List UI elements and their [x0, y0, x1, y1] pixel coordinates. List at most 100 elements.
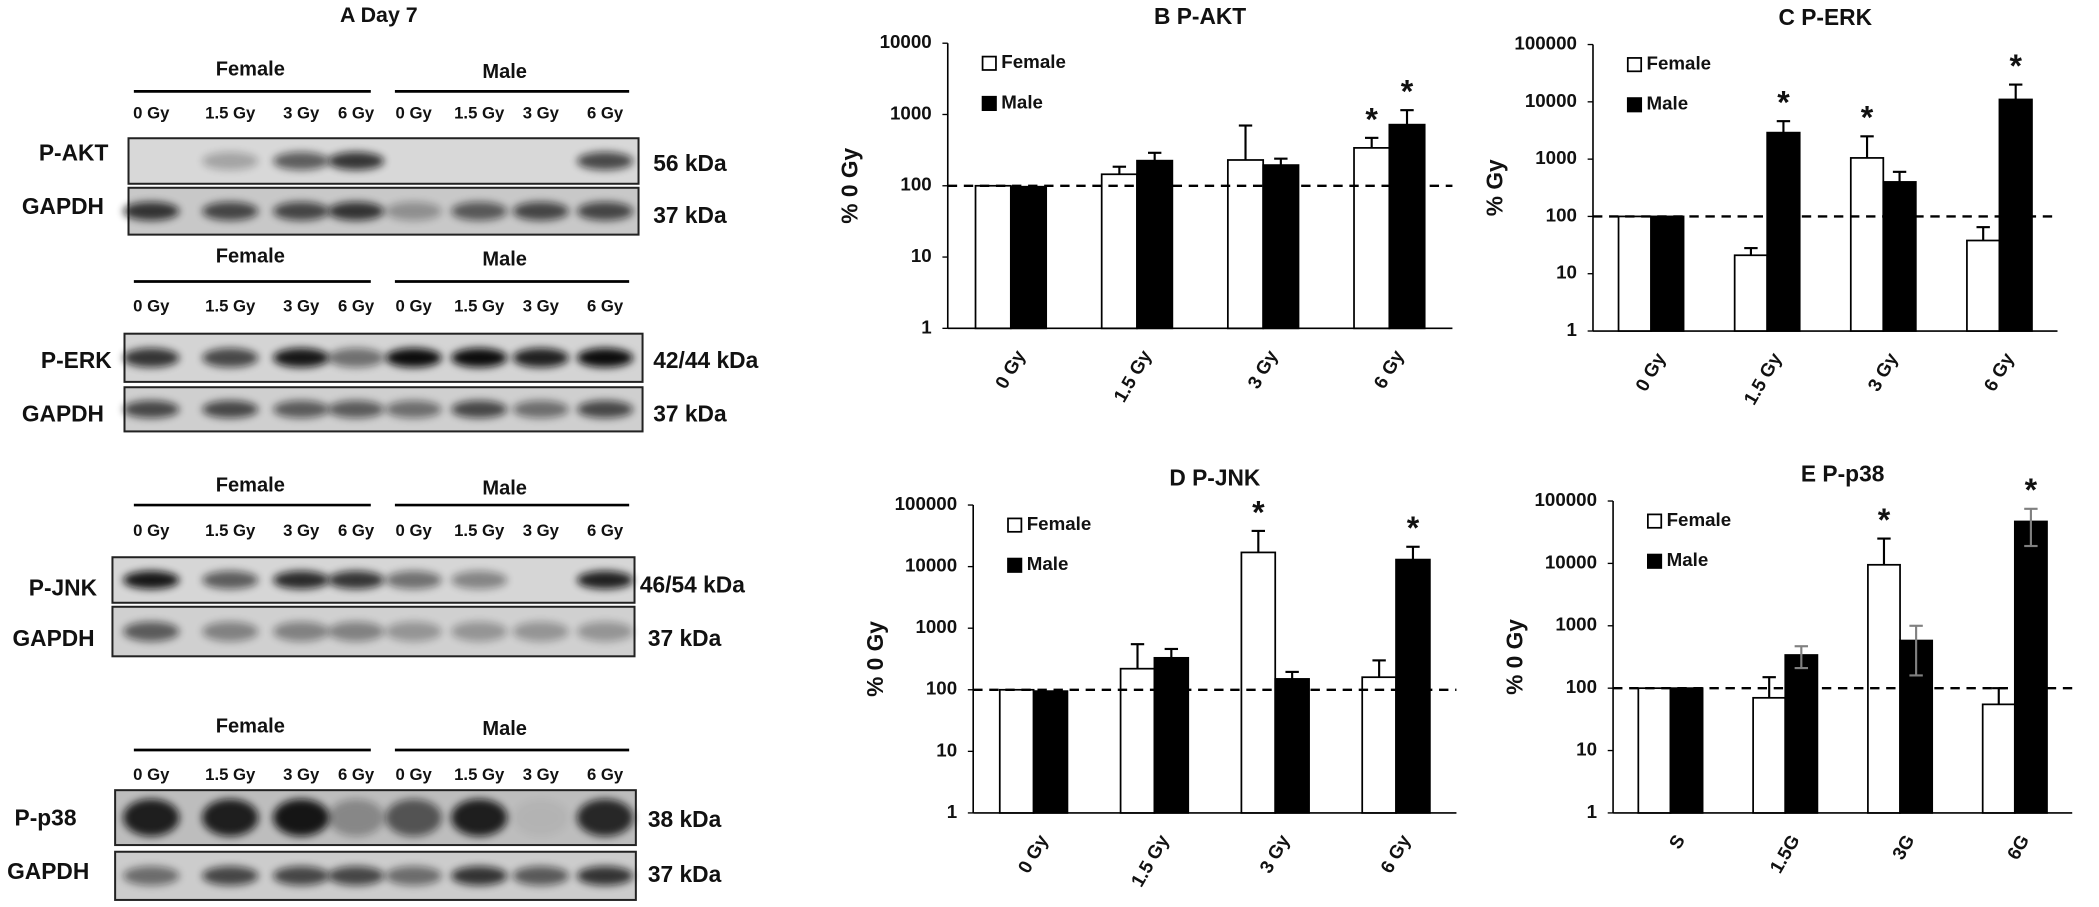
lane-label: 6 Gy — [338, 104, 375, 123]
group-label: Female — [216, 475, 285, 497]
kda-label: 38 kDa — [648, 806, 722, 832]
blot-band — [385, 201, 442, 221]
bar — [1849, 157, 1885, 332]
lane-label: 3 Gy — [283, 104, 320, 123]
lane-label: 6 Gy — [587, 521, 624, 540]
protein-label: GAPDH — [7, 858, 89, 884]
legend-swatch — [1647, 513, 1663, 529]
lane-label: 1.5 Gy — [205, 765, 256, 784]
blot-band — [273, 151, 330, 171]
y-tick-label: 1000 — [1535, 147, 1577, 168]
lane-label: 3 Gy — [283, 765, 320, 784]
blot-band — [202, 400, 259, 419]
x-tick-label: 6 Gy — [1979, 349, 2018, 395]
lane-label: 3 Gy — [523, 104, 560, 123]
chart-title: D P-JNK — [1169, 465, 1261, 491]
legend-label: Male — [1667, 549, 1709, 570]
x-tick-label: 0 Gy — [1014, 831, 1053, 877]
protein-label: P-ERK — [41, 347, 112, 373]
x-tick-label: 1.5 Gy — [1127, 831, 1174, 891]
group-label: Male — [482, 718, 527, 740]
blot-band — [451, 621, 508, 642]
lane-label: 0 Gy — [133, 296, 170, 315]
legend-swatch — [1626, 97, 1643, 113]
bar — [1637, 687, 1672, 814]
group-label: Female — [216, 716, 285, 738]
blot-band — [385, 621, 442, 642]
significance-mark: * — [2025, 472, 2038, 508]
kda-label: 37 kDa — [653, 202, 727, 228]
error-bar — [1909, 624, 1923, 677]
blot-band — [451, 201, 508, 221]
significance-mark: * — [1777, 85, 1790, 121]
blot-band — [512, 798, 569, 837]
blot-band — [327, 400, 385, 419]
protein-label: GAPDH — [12, 625, 94, 651]
blot-band — [123, 201, 180, 221]
y-tick-label: 10 — [1576, 738, 1597, 759]
x-tick-label: 1.5G — [1765, 831, 1803, 877]
blot-band — [512, 348, 569, 368]
legend-swatch — [981, 55, 997, 71]
error-bar — [1744, 247, 1758, 256]
blot-band — [123, 798, 180, 837]
blot-band — [327, 570, 385, 590]
protein-label: GAPDH — [22, 400, 104, 426]
x-tick-label: 6 Gy — [1376, 831, 1415, 877]
x-tick-label: 1.5 Gy — [1109, 346, 1156, 406]
chart-title: B P-AKT — [1154, 3, 1246, 29]
chart-title: C P-ERK — [1778, 4, 1872, 30]
error-bar — [1285, 670, 1299, 679]
blot-band — [512, 866, 569, 886]
y-tick-label: 100 — [900, 174, 931, 195]
bar — [1240, 551, 1277, 814]
significance-mark: * — [2009, 48, 2022, 84]
legend-label: Female — [1667, 509, 1732, 530]
bar — [1617, 215, 1652, 332]
blot-band — [123, 348, 180, 368]
legend-label: Female — [1027, 513, 1092, 534]
blot-band — [327, 621, 385, 642]
y-axis-label: % 0 Gy — [862, 621, 888, 697]
blot-title: A Day 7 — [340, 3, 418, 27]
group-label: Male — [482, 477, 527, 499]
error-bar — [1238, 124, 1253, 160]
lane-label: 0 Gy — [396, 104, 433, 123]
y-tick-label: 100000 — [1534, 489, 1597, 510]
x-tick-label: 0 Gy — [1631, 349, 1670, 395]
blot-band — [451, 400, 508, 419]
blot-band — [385, 866, 442, 886]
bar — [1733, 254, 1769, 332]
error-bar — [1776, 120, 1791, 133]
kda-label: 46/54 kDa — [640, 572, 745, 598]
blot-band — [576, 151, 634, 171]
significance-mark: * — [1878, 502, 1891, 538]
bar — [1032, 690, 1069, 814]
legend-label: Male — [1001, 91, 1043, 112]
significance-mark: * — [1861, 100, 1874, 136]
blot-band — [385, 400, 442, 419]
lane-label: 0 Gy — [133, 765, 170, 784]
blot-band — [273, 400, 330, 419]
x-tick-label: 3G — [1888, 831, 1919, 863]
lane-label: 3 Gy — [523, 296, 560, 315]
lane-label: 6 Gy — [587, 296, 624, 315]
blot-band — [576, 621, 634, 642]
x-tick-label: 0 Gy — [991, 346, 1030, 392]
lane-label: 1.5 Gy — [205, 521, 256, 540]
legend-swatch — [1007, 557, 1023, 573]
bar — [1136, 159, 1174, 330]
kda-label: 56 kDa — [653, 150, 727, 176]
significance-mark: * — [1401, 74, 1414, 110]
blot-band — [327, 151, 385, 171]
blot-band — [451, 866, 508, 886]
x-tick-label: 6 Gy — [1369, 346, 1408, 392]
y-tick-label: 1000 — [890, 102, 932, 123]
blot-band — [576, 570, 634, 590]
protein-label: P-JNK — [29, 574, 98, 600]
bar — [1353, 147, 1391, 330]
lane-label: 0 Gy — [133, 521, 170, 540]
blot-band — [202, 798, 259, 837]
bar — [1981, 703, 2016, 814]
significance-mark: * — [1365, 101, 1378, 137]
